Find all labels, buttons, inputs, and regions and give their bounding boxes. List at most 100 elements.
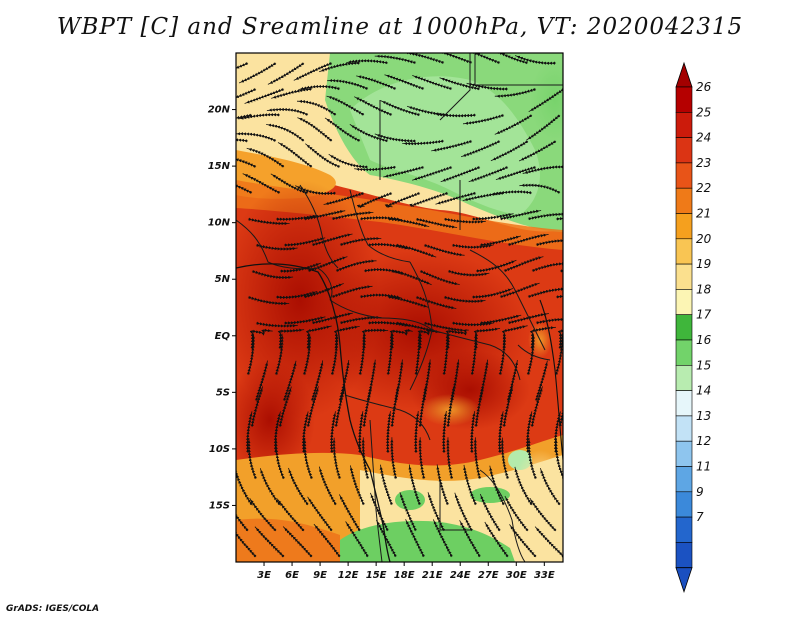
streamline (311, 312, 353, 325)
streamline (442, 333, 449, 376)
y-tick-label: 15S (209, 500, 230, 511)
colorbar-segment (675, 289, 693, 315)
grads-credit: GrADS: IGES/COLA (6, 604, 100, 614)
streamline (236, 497, 249, 532)
streamline (386, 333, 393, 376)
streamline (247, 217, 290, 226)
streamline (436, 464, 450, 506)
streamline (446, 437, 454, 480)
colorbar-segment (675, 491, 693, 518)
streamline (494, 114, 533, 135)
streamline (527, 437, 538, 480)
colorbar-segment (675, 364, 693, 391)
streamline (498, 333, 506, 376)
streamlines (236, 53, 606, 558)
streamline (307, 496, 333, 532)
y-tick-label: 15N (208, 161, 231, 172)
colorbar-segment (675, 390, 693, 417)
streamline (503, 256, 544, 273)
streamline (442, 411, 448, 454)
y-tick-label: 10N (208, 218, 231, 229)
colorbar-label: 21 (696, 207, 711, 221)
streamline (405, 519, 426, 558)
colorbar-label: 11 (696, 460, 711, 474)
colorbar: 26 25 24 23 22 21 20 19 18 17 16 15 14 13 12 11 9 7 (675, 61, 712, 593)
streamline (526, 114, 561, 141)
streamline (246, 333, 256, 376)
colorbar-segment (675, 238, 693, 265)
streamline (414, 333, 421, 376)
streamline (288, 467, 309, 506)
colorbar-top-arrow (675, 61, 693, 88)
streamline (259, 468, 281, 506)
streamline (390, 437, 398, 480)
streamline (474, 385, 484, 428)
coastline (236, 263, 391, 562)
streamline (463, 464, 478, 506)
colorbar-bottom-arrow (675, 567, 693, 593)
x-tick-label: 27E (478, 570, 499, 581)
streamline (535, 317, 563, 325)
streamline (302, 333, 312, 376)
y-axis: 20N 15N 10N 5N EQ 5S 10S 15S (208, 105, 236, 511)
streamline (529, 497, 557, 532)
streamline (311, 233, 353, 247)
streamline (266, 123, 305, 142)
y-tick-label: 5N (215, 274, 231, 285)
map-frame (235, 52, 564, 563)
y-tick-label: 10S (209, 444, 230, 455)
colorbar-label: 14 (696, 384, 711, 398)
streamline (559, 269, 563, 278)
streamline (339, 236, 382, 247)
streamline (504, 495, 529, 532)
streamline (303, 437, 314, 480)
colorbar-label: 9 (696, 485, 704, 499)
colorbar-label: 15 (696, 358, 711, 372)
streamline (564, 323, 606, 328)
streamline (345, 521, 369, 558)
x-tick-label: 3E (257, 570, 271, 581)
streamline (418, 437, 426, 480)
streamline (331, 211, 374, 221)
colorbar-segment (675, 137, 693, 164)
colorbar-label: 20 (696, 232, 712, 246)
colorbar-segment (675, 162, 693, 189)
streamline (499, 282, 540, 299)
streamline (522, 165, 563, 174)
streamline (358, 411, 364, 454)
streamline (526, 333, 536, 376)
colorbar-label: 26 (696, 80, 712, 94)
streamline (494, 87, 537, 98)
x-tick-label: 21E (422, 570, 443, 581)
streamline (557, 329, 563, 350)
streamline (459, 520, 481, 558)
streamline (277, 142, 313, 168)
colorbar-segment (675, 542, 693, 569)
streamline (564, 245, 605, 252)
streamline (443, 295, 486, 303)
streamline (500, 437, 510, 480)
y-tick-label: EQ (215, 331, 231, 342)
streamline (554, 333, 563, 376)
x-tick-label: 9E (313, 570, 327, 581)
streamline (502, 385, 513, 428)
streamline (562, 362, 563, 401)
colorbar-label: 25 (696, 105, 711, 119)
colorbar-segment (675, 86, 693, 113)
colorbar-segment (675, 415, 693, 442)
map-title: WBPT [C] and Sreamline at 1000hPa, VT: 2… (56, 14, 744, 40)
colorbar-segment (675, 263, 693, 290)
colorbar-label: 23 (696, 156, 711, 170)
streamline (255, 321, 298, 328)
streamline (251, 269, 294, 280)
streamline (246, 147, 285, 168)
streamline (473, 437, 482, 480)
streamline (507, 233, 549, 247)
map-plot-area (236, 53, 606, 562)
streamline (554, 438, 563, 479)
streamline (362, 385, 372, 428)
streamline (335, 259, 377, 273)
streamline (330, 333, 339, 376)
streamline (534, 526, 563, 558)
streamline (540, 467, 561, 506)
